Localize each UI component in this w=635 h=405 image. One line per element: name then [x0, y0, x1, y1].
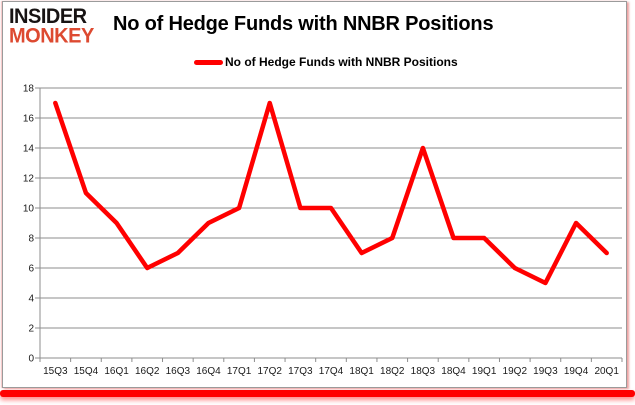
x-tick-label: 19Q3 [533, 366, 558, 377]
logo-text-monkey: MONKEY [9, 24, 94, 49]
legend-line-swatch [194, 59, 223, 65]
x-tick-label: 17Q4 [319, 366, 344, 377]
legend: No of Hedge Funds with NNBR Positions [194, 55, 458, 69]
x-tick-label: 15Q3 [43, 366, 68, 377]
insider-monkey-logo: INSIDER MONKEY [9, 4, 94, 49]
x-tick-label: 16Q3 [166, 366, 191, 377]
y-tick-label: 6 [28, 264, 34, 275]
page-title: No of Hedge Funds with NNBR Positions [113, 13, 494, 35]
x-tick-label: 19Q2 [503, 366, 528, 377]
x-tick-label: 19Q1 [472, 366, 497, 377]
x-tick-label: 16Q4 [196, 366, 221, 377]
line-chart-canvas: 0 2 4 6 8 10 12 14 16 18 15Q3 15Q4 16Q1 16Q2 16Q3 16Q4 1… [23, 84, 623, 377]
y-tick-label: 8 [28, 234, 34, 245]
x-tick-label: 18Q3 [411, 366, 436, 377]
x-tick-label: 17Q2 [258, 366, 283, 377]
bottom-accent-bar [0, 390, 635, 397]
x-tick-label: 15Q4 [74, 366, 99, 377]
logo-text-insider: INSIDER [9, 4, 87, 29]
y-tick-label: 10 [23, 204, 35, 215]
y-tick-label: 12 [23, 174, 35, 185]
x-tick-label: 17Q3 [288, 366, 313, 377]
x-tick-label: 17Q1 [227, 366, 252, 377]
y-tick-label: 14 [23, 144, 35, 155]
legend-label: No of Hedge Funds with NNBR Positions [225, 55, 458, 69]
x-tick-label: 18Q2 [380, 366, 405, 377]
x-tick-label: 16Q2 [135, 366, 160, 377]
x-tick-label: 19Q4 [564, 366, 589, 377]
y-tick-label: 0 [28, 354, 34, 365]
x-tick-label: 16Q1 [104, 366, 129, 377]
y-tick-label: 16 [23, 114, 35, 125]
x-tick-label: 18Q4 [441, 366, 466, 377]
y-tick-label: 2 [28, 324, 34, 335]
card-background [2, 1, 627, 388]
x-tick-label: 18Q1 [349, 366, 374, 377]
y-tick-label: 18 [23, 84, 35, 95]
y-tick-label: 4 [28, 294, 34, 305]
x-tick-label: 20Q1 [594, 366, 619, 377]
series-line [53, 100, 609, 286]
